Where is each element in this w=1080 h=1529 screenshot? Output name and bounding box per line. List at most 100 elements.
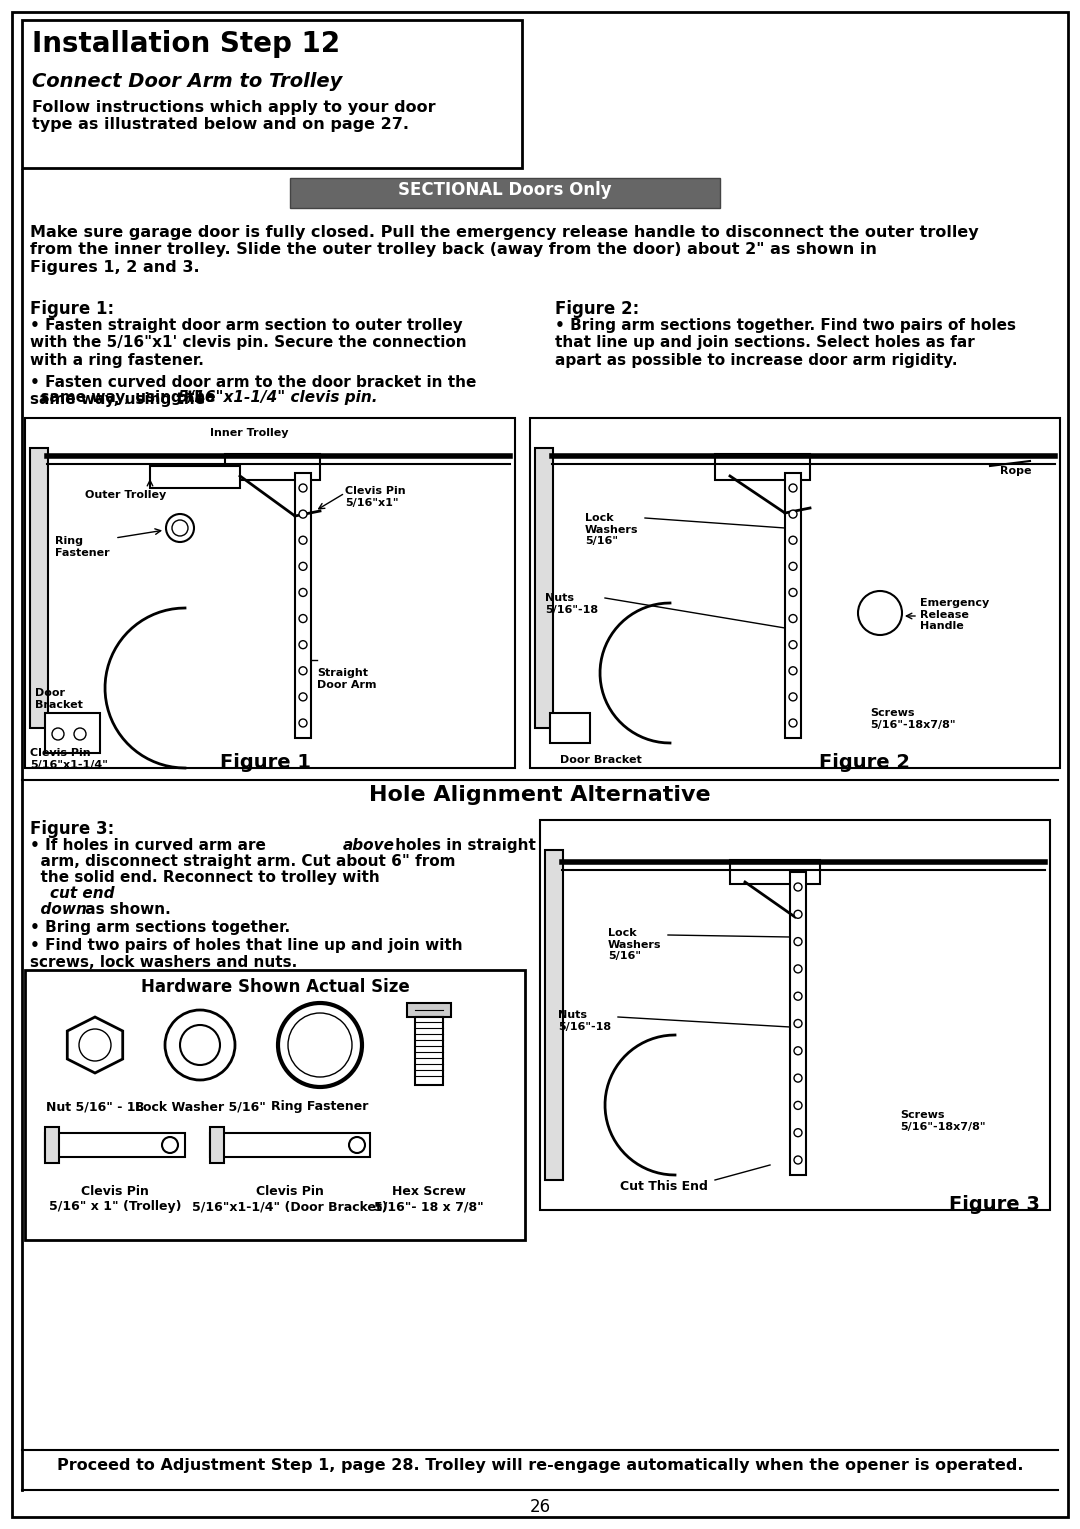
Circle shape (789, 563, 797, 570)
Text: Figure 3: Figure 3 (949, 1196, 1040, 1214)
Circle shape (299, 615, 307, 622)
Text: cut end: cut end (50, 885, 114, 901)
Circle shape (789, 693, 797, 700)
Text: • Find two pairs of holes that line up and join with
screws, lock washers and nu: • Find two pairs of holes that line up a… (30, 937, 462, 971)
Circle shape (299, 719, 307, 726)
Bar (715, 454, 810, 480)
Circle shape (299, 641, 307, 648)
Text: Connect Door Arm to Trolley: Connect Door Arm to Trolley (32, 72, 342, 92)
Text: Nut 5/16" - 18: Nut 5/16" - 18 (46, 1099, 144, 1113)
Text: Figure 1: Figure 1 (219, 752, 311, 772)
Bar (530, 417, 1059, 768)
Bar (415, 1005, 443, 1086)
Text: Proceed to Adjustment Step 1, page 28. Trolley will re-engage automatically when: Proceed to Adjustment Step 1, page 28. T… (57, 1459, 1023, 1472)
Circle shape (794, 1073, 802, 1083)
Text: • Fasten curved door arm to the door bracket in the
same way, using the: • Fasten curved door arm to the door bra… (30, 375, 476, 407)
Text: arm, disconnect straight arm. Cut about 6" from: arm, disconnect straight arm. Cut about … (30, 855, 456, 868)
Circle shape (75, 728, 86, 740)
Circle shape (789, 511, 797, 518)
Text: as shown.: as shown. (80, 902, 171, 917)
Text: Ring
Fastener: Ring Fastener (55, 537, 110, 558)
Bar (45, 1133, 185, 1157)
Circle shape (288, 1014, 352, 1076)
Circle shape (299, 537, 307, 544)
Bar (150, 466, 240, 488)
Text: above: above (343, 838, 395, 853)
Circle shape (794, 1156, 802, 1164)
Circle shape (794, 992, 802, 1000)
Bar (730, 859, 820, 884)
Bar (295, 472, 311, 739)
Text: Rope: Rope (1000, 466, 1031, 476)
Circle shape (299, 563, 307, 570)
Text: 26: 26 (529, 1498, 551, 1515)
Text: holes in straight: holes in straight (390, 838, 536, 853)
Text: Outer Trolley: Outer Trolley (85, 489, 166, 500)
Circle shape (789, 589, 797, 596)
Circle shape (299, 511, 307, 518)
Circle shape (789, 667, 797, 674)
Circle shape (858, 592, 902, 635)
Text: 5/16"x1-1/4" clevis pin.: 5/16"x1-1/4" clevis pin. (178, 390, 378, 405)
Text: Door
Bracket: Door Bracket (35, 688, 83, 709)
Circle shape (162, 1138, 178, 1153)
Text: Figure 2:: Figure 2: (555, 300, 639, 318)
Bar (45, 713, 100, 752)
Circle shape (299, 667, 307, 674)
Text: Follow instructions which apply to your door
type as illustrated below and on pa: Follow instructions which apply to your … (32, 99, 435, 133)
Circle shape (278, 1003, 362, 1087)
Text: Figure 2: Figure 2 (819, 752, 910, 772)
Circle shape (794, 1101, 802, 1110)
Text: Figure 1:: Figure 1: (30, 300, 114, 318)
Circle shape (299, 485, 307, 492)
Text: down: down (30, 902, 86, 917)
Text: Lock
Washers
5/16": Lock Washers 5/16" (585, 514, 638, 546)
Bar (45, 1127, 59, 1164)
Text: Nuts
5/16"-18: Nuts 5/16"-18 (545, 593, 598, 615)
Text: • If holes in curved arm are: • If holes in curved arm are (30, 838, 271, 853)
Text: SECTIONAL Doors Only: SECTIONAL Doors Only (399, 180, 611, 199)
Bar (210, 1133, 370, 1157)
Text: Figure 3:: Figure 3: (30, 820, 114, 838)
Circle shape (52, 728, 64, 740)
Text: same way, using the: same way, using the (30, 390, 221, 405)
Text: Lock
Washers
5/16": Lock Washers 5/16" (608, 928, 661, 962)
Text: • Bring arm sections together. Find two pairs of holes
that line up and join sec: • Bring arm sections together. Find two … (555, 318, 1016, 368)
Bar (535, 448, 553, 728)
Text: Cut This End: Cut This End (620, 1180, 707, 1193)
Circle shape (794, 1047, 802, 1055)
Text: Installation Step 12: Installation Step 12 (32, 31, 340, 58)
Bar (545, 850, 563, 1180)
Text: Emergency
Release
Handle: Emergency Release Handle (920, 598, 989, 631)
Bar (25, 417, 515, 768)
Bar (225, 454, 320, 480)
Bar (785, 472, 801, 739)
Text: Nuts
5/16"-18: Nuts 5/16"-18 (558, 1011, 611, 1032)
Text: the solid end. Reconnect to trolley with: the solid end. Reconnect to trolley with (30, 870, 384, 885)
Text: Inner Trolley: Inner Trolley (210, 428, 288, 437)
Text: Clevis Pin
5/16"x1-1/4" (Door Bracket): Clevis Pin 5/16"x1-1/4" (Door Bracket) (192, 1185, 388, 1212)
Bar (540, 820, 1050, 1209)
Text: Ring Fastener: Ring Fastener (271, 1099, 368, 1113)
Circle shape (166, 514, 194, 541)
Bar (550, 713, 590, 743)
Text: • Fasten straight door arm section to outer trolley
with the 5/16"x1' clevis pin: • Fasten straight door arm section to ou… (30, 318, 467, 368)
Text: Screws
5/16"-18x7/8": Screws 5/16"-18x7/8" (870, 708, 956, 729)
Text: Lock Washer 5/16": Lock Washer 5/16" (135, 1099, 266, 1113)
Circle shape (789, 537, 797, 544)
Bar (22, 20, 522, 168)
Circle shape (299, 589, 307, 596)
Bar (25, 969, 525, 1240)
Circle shape (789, 485, 797, 492)
Circle shape (79, 1029, 111, 1061)
Text: Hardware Shown Actual Size: Hardware Shown Actual Size (140, 979, 409, 995)
Circle shape (794, 937, 802, 945)
Text: Clevis Pin
5/16" x 1" (Trolley): Clevis Pin 5/16" x 1" (Trolley) (49, 1185, 181, 1212)
Circle shape (349, 1138, 365, 1153)
Circle shape (794, 910, 802, 919)
Polygon shape (67, 1017, 123, 1073)
Text: • Bring arm sections together.: • Bring arm sections together. (30, 920, 291, 936)
Text: Straight
Door Arm: Straight Door Arm (318, 668, 377, 690)
Circle shape (789, 641, 797, 648)
Circle shape (299, 693, 307, 700)
